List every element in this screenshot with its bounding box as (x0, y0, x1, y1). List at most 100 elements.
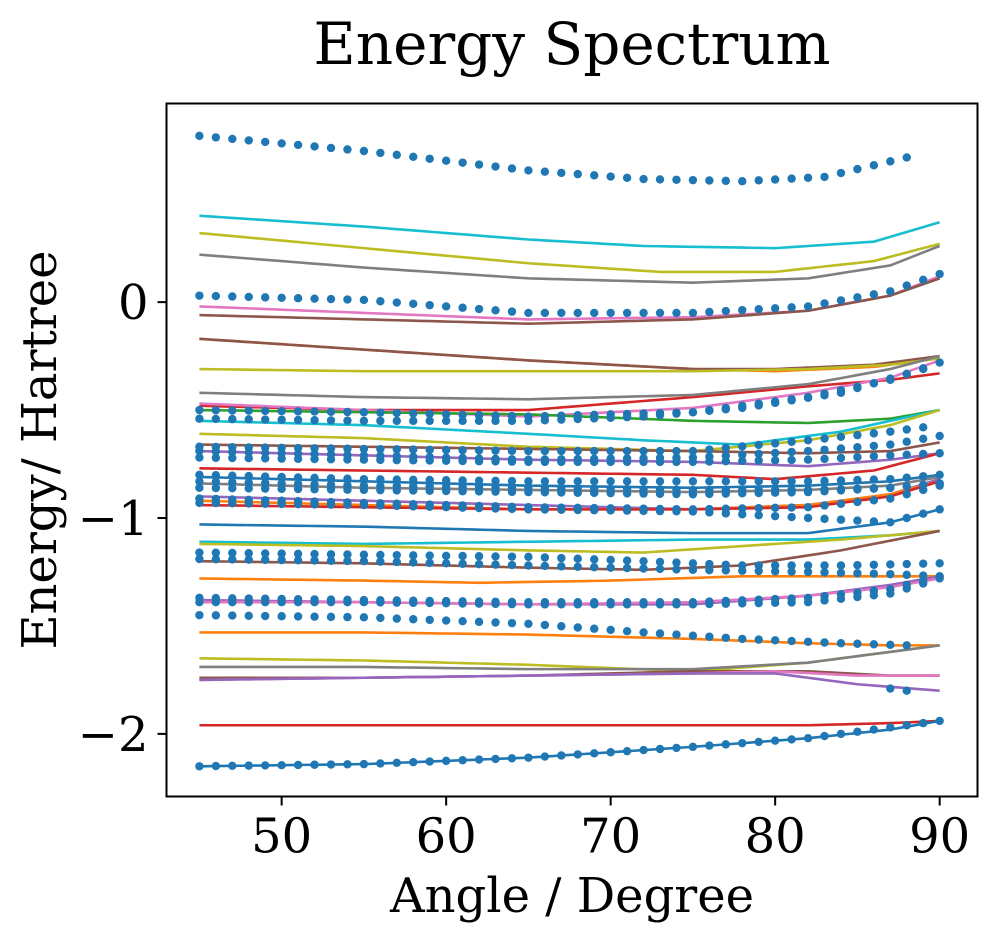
data-point (573, 414, 582, 424)
data-point (902, 490, 911, 499)
data-point (639, 506, 648, 516)
data-point (392, 486, 401, 495)
data-point (886, 723, 895, 732)
data-point (392, 416, 401, 426)
data-point (376, 550, 385, 560)
x-axis-ticks: 50 60 70 80 90 (251, 796, 970, 865)
data-point (228, 598, 237, 607)
data-point (919, 275, 928, 285)
data-point (491, 504, 500, 513)
data-point (557, 308, 566, 318)
data-point (441, 756, 451, 766)
data-point (754, 598, 763, 608)
data-point (705, 599, 714, 609)
data-point (886, 374, 895, 383)
data-point (310, 454, 319, 464)
data-point (458, 551, 467, 561)
data-point (886, 518, 895, 527)
data-point (261, 611, 270, 621)
data-point (787, 567, 796, 576)
data-point (310, 549, 319, 559)
data-point (787, 437, 796, 447)
data-point (409, 416, 418, 426)
data-point (425, 598, 434, 608)
data-point (754, 511, 763, 520)
data-point (441, 456, 451, 465)
data-point (902, 281, 911, 290)
data-point (754, 488, 763, 498)
data-point (244, 555, 253, 564)
series-line-curve-32 (199, 644, 940, 671)
data-point (211, 406, 221, 415)
data-point (590, 555, 599, 564)
data-point (557, 415, 566, 424)
data-point (293, 473, 303, 482)
data-point (705, 445, 714, 454)
data-point (590, 477, 599, 486)
data-point (343, 295, 352, 304)
data-point (622, 556, 632, 565)
series-line-curve-30 (199, 631, 940, 647)
data-point (425, 502, 434, 511)
data-point (458, 487, 467, 496)
data-point (606, 457, 615, 467)
data-point (409, 445, 418, 454)
data-point (376, 475, 385, 484)
data-point (853, 639, 862, 648)
x-axis-label: Angle / Degree (389, 868, 754, 924)
x-tick-label: 60 (416, 809, 477, 865)
data-point (392, 475, 401, 484)
data-point (343, 455, 352, 464)
data-point (409, 486, 418, 495)
data-point (902, 721, 911, 730)
data-point (787, 174, 796, 183)
data-point (474, 503, 484, 513)
data-point (409, 598, 418, 608)
data-point (754, 449, 763, 459)
data-point (803, 637, 813, 646)
data-point (573, 600, 582, 609)
data-point (688, 446, 698, 456)
dot-series-dots-05 (195, 423, 928, 456)
data-point (738, 305, 747, 315)
data-point (441, 599, 451, 608)
data-point (902, 686, 911, 695)
data-point (277, 598, 286, 607)
data-point (721, 457, 731, 466)
data-point (343, 407, 352, 417)
data-point (293, 549, 303, 559)
data-point (573, 477, 582, 486)
data-point (359, 455, 369, 464)
data-point (540, 488, 550, 497)
data-point (507, 599, 517, 609)
data-point (409, 456, 418, 465)
x-tick-label: 50 (251, 809, 312, 865)
data-point (853, 727, 862, 736)
data-point (820, 596, 829, 605)
dot-series-dots-04 (195, 364, 928, 426)
data-point (326, 500, 336, 509)
data-point (853, 475, 862, 485)
data-point (606, 172, 615, 181)
dot-series-dots-01 (195, 131, 911, 186)
data-point (343, 556, 352, 566)
data-point (392, 298, 401, 307)
data-point (935, 574, 944, 583)
data-point (754, 176, 763, 185)
data-point (672, 457, 681, 467)
data-point (672, 489, 681, 499)
data-point (557, 505, 566, 514)
data-point (441, 486, 451, 496)
data-point (919, 449, 928, 459)
data-point (622, 626, 632, 636)
data-point (902, 570, 911, 580)
data-point (458, 503, 467, 512)
data-point (770, 477, 780, 486)
plot-area (195, 131, 944, 771)
data-point (705, 508, 714, 517)
data-point (836, 561, 846, 570)
data-point (770, 736, 780, 745)
data-point (655, 557, 665, 567)
data-point (211, 598, 221, 607)
data-point (458, 410, 467, 420)
